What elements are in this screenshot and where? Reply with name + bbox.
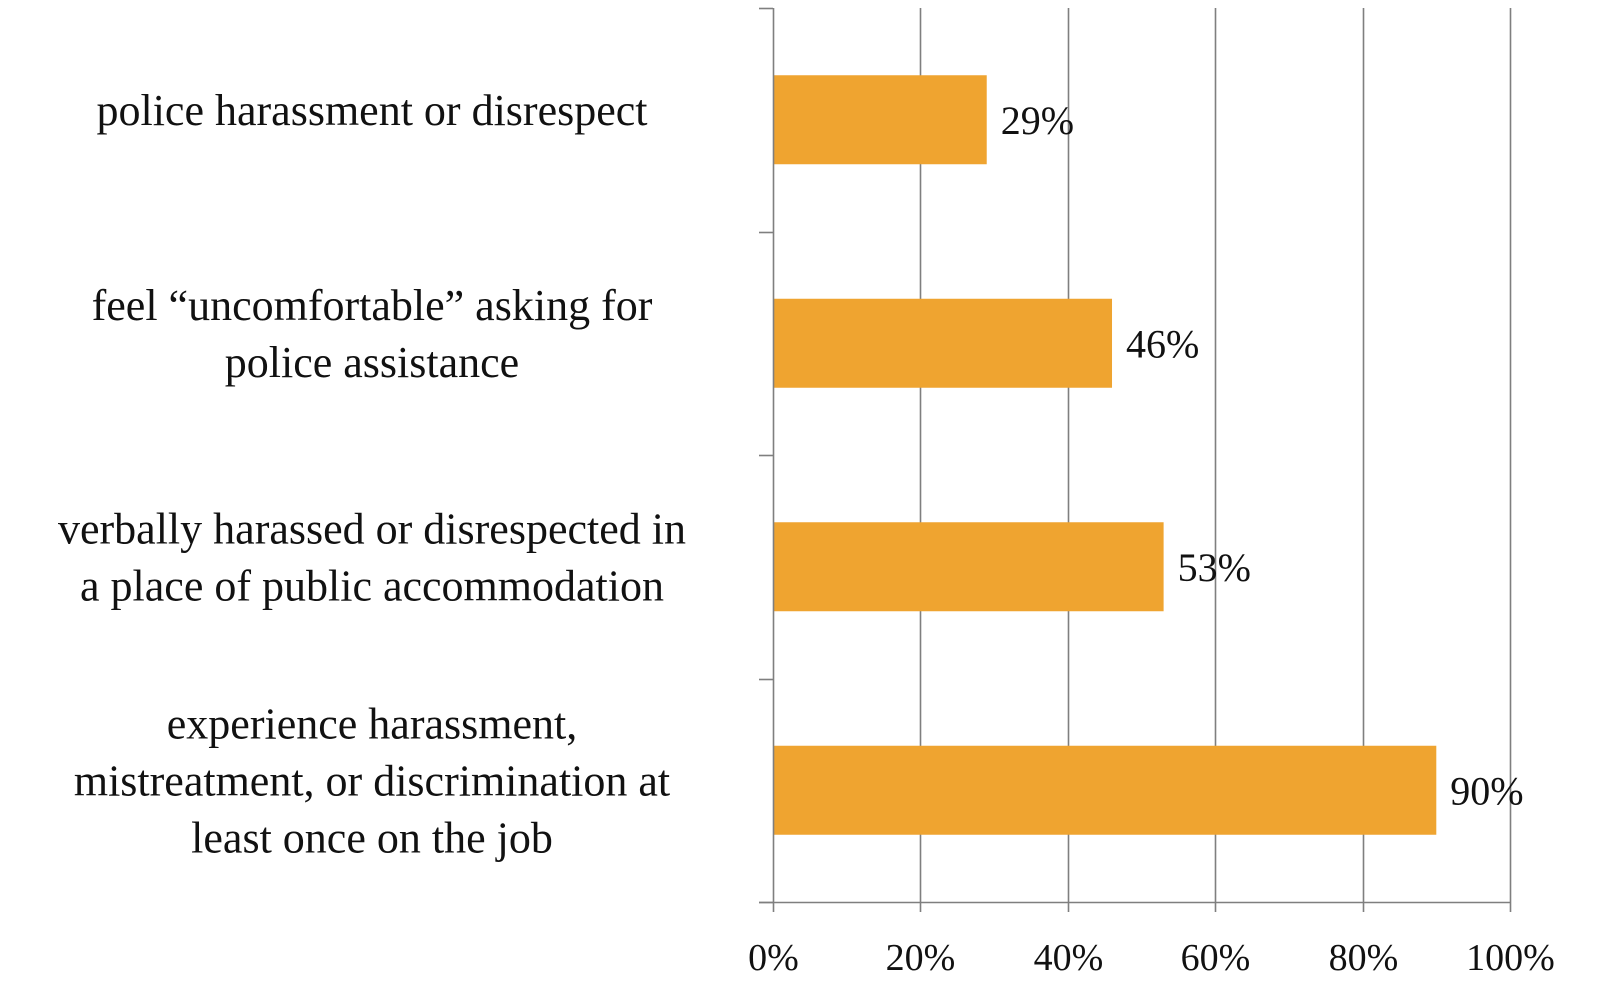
category-label: police assistance [225,338,519,387]
x-tick-label: 20% [886,937,956,979]
x-tick-label: 60% [1181,937,1251,979]
x-tick-label: 40% [1034,937,1104,979]
bar [773,75,987,165]
category-label: police harassment or disrespect [96,86,647,135]
data-label: 29% [1001,98,1074,143]
category-label: experience harassment, [167,699,577,748]
bar [773,745,1437,835]
category-label: feel “uncomfortable” asking for [92,281,653,330]
bar [773,298,1113,388]
category-label: mistreatment, or discrimination at [74,756,670,805]
data-label: 53% [1178,545,1251,590]
category-label: a place of public accommodation [80,561,664,610]
bar [773,522,1164,612]
x-tick-label: 100% [1466,937,1555,979]
x-tick-label: 0% [748,937,799,979]
x-tick-label: 80% [1329,937,1399,979]
category-label: verbally harassed or disrespected in [58,504,686,553]
data-label: 90% [1450,768,1523,813]
category-label: least once on the job [191,813,553,862]
data-label: 46% [1126,321,1199,366]
